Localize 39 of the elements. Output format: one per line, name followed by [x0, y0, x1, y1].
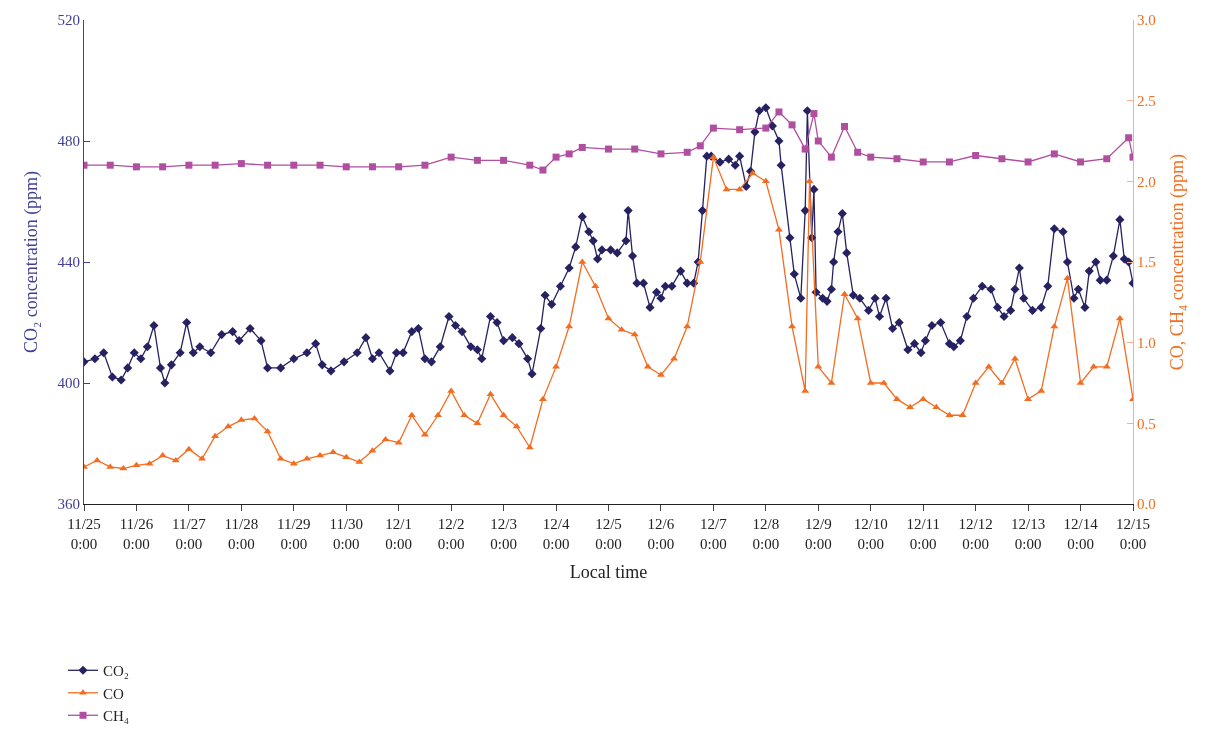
x-tick-label: 11/27 0:00 — [172, 516, 207, 552]
y2-tick-label: 3.0 — [1137, 12, 1156, 29]
x-tick-label: 12/13 0:00 — [1011, 516, 1046, 552]
x-tick-label: 12/14 0:00 — [1063, 516, 1099, 552]
x-tick-label: 11/30 0:00 — [329, 516, 364, 552]
x-tick-label: 12/11 0:00 — [906, 516, 941, 552]
y-tick-label: 360 — [57, 496, 80, 513]
x-tick-label: 11/28 0:00 — [224, 516, 259, 552]
x-tick-label: 12/15 0:00 — [1115, 516, 1151, 552]
y2-tick-label: 1.5 — [1137, 254, 1156, 271]
x-tick-label: 12/3 0:00 — [490, 516, 517, 552]
y-tick-label: 400 — [57, 375, 80, 392]
y-tick-label: 440 — [57, 254, 80, 271]
x-tick-label: 12/12 0:00 — [958, 516, 993, 552]
x-tick-label: 12/4 0:00 — [542, 516, 570, 552]
x-axis-title: Local time — [569, 561, 648, 582]
legend-label: CH₄ — [103, 708, 130, 725]
x-tick-label: 12/5 0:00 — [595, 516, 622, 552]
x-tick-label: 11/26 0:00 — [119, 516, 154, 552]
x-tick-label: 12/1 0:00 — [385, 516, 413, 552]
y2-tick-label: 0.0 — [1137, 496, 1156, 513]
y2-tick-label: 1.0 — [1137, 334, 1156, 351]
x-tick-label: 11/25 0:00 — [67, 516, 101, 552]
y2-tick-label: 2.5 — [1137, 92, 1156, 109]
x-tick-label: 11/29 0:00 — [276, 516, 311, 552]
x-tick-label: 12/7 0:00 — [700, 516, 728, 552]
x-tick-label: 12/9 0:00 — [804, 516, 832, 552]
y2-axis-title: CO, CH₄ concentration (ppm) — [1166, 153, 1188, 371]
legend-label: CO₂ — [103, 663, 130, 680]
legend-label: CO — [103, 685, 125, 702]
y-tick-label: 480 — [57, 133, 80, 150]
y2-tick-label: 0.5 — [1137, 415, 1156, 432]
x-tick-label: 12/10 0:00 — [853, 516, 888, 552]
x-tick-label: 12/6 0:00 — [647, 516, 675, 552]
y2-tick-label: 2.0 — [1137, 173, 1156, 190]
x-tick-label: 12/2 0:00 — [437, 516, 465, 552]
x-tick-label: 12/8 0:00 — [752, 516, 780, 552]
y-axis-title: CO₂ concentration (ppm) — [20, 170, 42, 354]
y-tick-label: 520 — [57, 12, 80, 29]
